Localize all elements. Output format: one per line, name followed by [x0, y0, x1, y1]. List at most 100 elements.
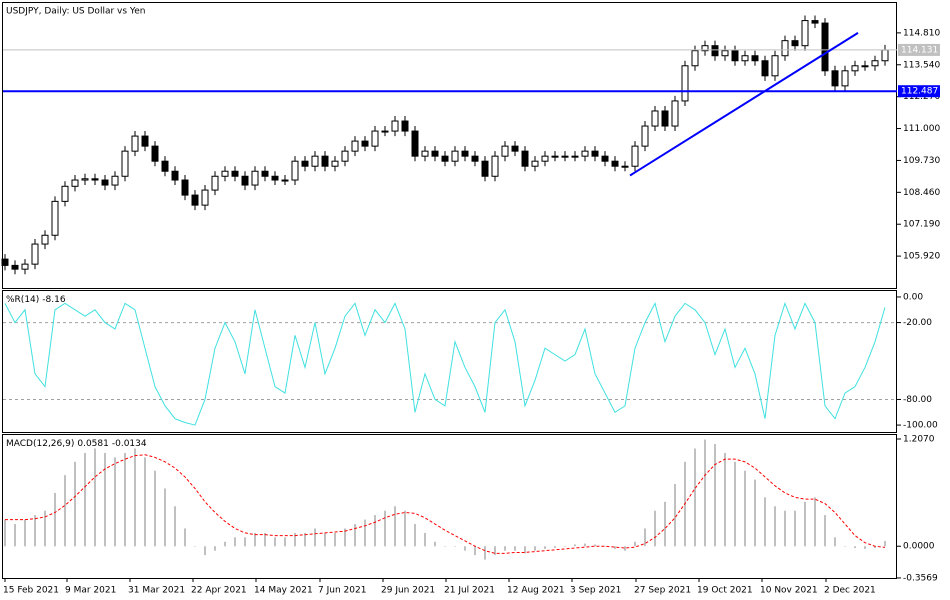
candle-body	[411, 130, 419, 157]
y-tick-label: -80.00	[903, 395, 932, 405]
macd-bar	[714, 444, 716, 547]
macd-bar	[294, 532, 296, 547]
macd-bar	[794, 510, 796, 547]
macd-bar	[324, 532, 326, 547]
candle-body	[61, 185, 69, 202]
macd-bar	[394, 506, 396, 547]
macd-bar	[494, 546, 496, 556]
macd-bar	[634, 541, 636, 547]
y-tick-label: 109.730	[903, 156, 940, 166]
candle-body	[251, 170, 259, 186]
indicator-value: -8.16	[42, 295, 66, 305]
y-tick-label: -100.00	[903, 421, 938, 431]
candle-body	[331, 160, 339, 167]
macd-bar	[184, 528, 186, 547]
macd-bar	[44, 510, 46, 547]
candle-body	[881, 49, 889, 62]
macd-bar	[194, 546, 196, 547]
macd-bar	[114, 457, 116, 547]
candle-body	[601, 155, 609, 162]
candle-body	[811, 20, 819, 24]
macd-bar	[724, 452, 726, 547]
macd-bar	[344, 528, 346, 547]
indicator-title: MACD(12,26,9) 0.0581 -0.0134	[6, 439, 147, 449]
candle-body	[361, 140, 369, 147]
macd-bar	[304, 532, 306, 547]
candle-body	[751, 55, 759, 62]
macd-bar	[874, 546, 876, 549]
price-panel	[2, 2, 897, 289]
macd-bar	[624, 546, 626, 551]
candle-body	[651, 110, 659, 127]
candle-body	[861, 65, 869, 68]
macd-bar	[174, 506, 176, 547]
horizontal-line-box	[898, 85, 940, 98]
candle-body	[661, 110, 669, 127]
candle-body	[721, 50, 729, 57]
macd-bar	[314, 528, 316, 547]
trendline	[629, 32, 859, 177]
macd-bar	[414, 524, 416, 547]
last-price-label: 114.131	[901, 45, 938, 55]
macd-bar	[734, 461, 736, 547]
macd-bar	[484, 546, 486, 560]
candle-body	[801, 20, 809, 47]
candle-body	[401, 120, 409, 132]
macd-bar	[34, 515, 36, 547]
candle-body	[391, 120, 399, 132]
candle-body	[521, 150, 529, 167]
x-tick-label: 3 Sep 2021	[570, 586, 621, 596]
macd-bar	[354, 524, 356, 547]
candle-body	[681, 65, 689, 102]
macd-bar	[504, 546, 506, 551]
macd-bar	[844, 546, 846, 547]
candle-body	[491, 155, 499, 177]
macd-bar	[834, 537, 836, 547]
y-tick-label: 111.000	[903, 124, 940, 134]
macd-bar	[664, 501, 666, 547]
y-tick-label: -0.3569	[903, 573, 938, 583]
candle-body	[771, 55, 779, 77]
y-tick-label: 107.190	[903, 220, 940, 230]
candle-body	[791, 40, 799, 47]
candle-body	[271, 175, 279, 181]
x-tick-label: 31 Mar 2021	[128, 586, 185, 596]
candle-body	[201, 189, 209, 206]
macd-bar	[784, 510, 786, 547]
candle-body	[241, 175, 249, 186]
candle-body	[51, 200, 59, 236]
candle-body	[641, 125, 649, 147]
macd-bar	[814, 497, 816, 547]
candle-body	[631, 145, 639, 167]
candle-body	[541, 155, 549, 162]
macd-bar	[384, 510, 386, 547]
candle-body	[71, 179, 79, 187]
x-tick-label: 27 Sep 2021	[634, 586, 691, 596]
candle-body	[451, 150, 459, 162]
candle-body	[31, 243, 39, 265]
indicator-name: MACD(12,26,9)	[6, 439, 74, 449]
x-tick-label: 21 Jul 2021	[444, 586, 495, 596]
candle-body	[761, 60, 769, 77]
y-tick-label: 105.920	[903, 252, 940, 262]
candle-body	[191, 194, 199, 206]
x-tick-label: 22 Apr 2021	[191, 586, 247, 596]
y-tick-label: 114.810	[903, 28, 940, 38]
macd-bar	[604, 546, 606, 547]
macd-bar	[514, 546, 516, 551]
candle-body	[471, 155, 479, 162]
x-tick-label: 12 Aug 2021	[507, 586, 565, 596]
macd-bar	[64, 475, 66, 547]
signal-line	[5, 454, 886, 554]
candle-body	[141, 135, 149, 147]
indicator-title: %R(14) -8.16	[6, 295, 66, 305]
x-tick-label: 7 Jun 2021	[318, 586, 366, 596]
candle-body	[221, 170, 229, 177]
macd-bar	[674, 484, 676, 547]
candle-body	[131, 135, 139, 152]
wpr-panel	[2, 290, 897, 433]
macd-bar	[744, 470, 746, 547]
wpr-line	[4, 301, 886, 426]
